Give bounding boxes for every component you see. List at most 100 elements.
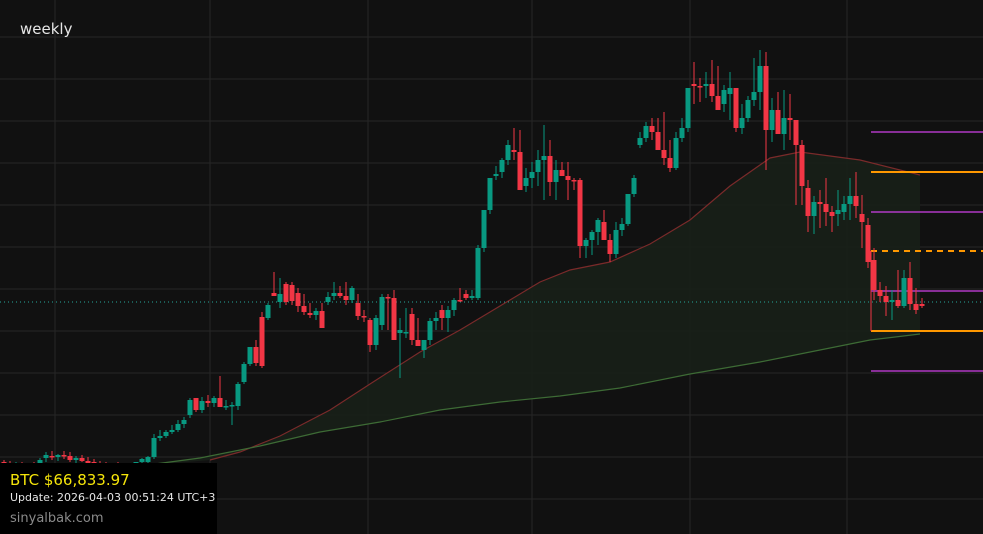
candle-body — [559, 170, 565, 176]
price-info-box: BTC $66,833.97 Update: 2026-04-03 00:51:… — [0, 463, 217, 534]
candle-body — [205, 401, 211, 403]
candle-body — [145, 457, 151, 462]
candle-body — [667, 158, 673, 168]
candle-body — [349, 288, 355, 300]
candle-body — [811, 202, 817, 216]
candle-body — [175, 424, 181, 430]
candle-body — [853, 196, 859, 206]
candle-body — [337, 293, 343, 296]
candle-body — [283, 284, 289, 302]
candle-body — [217, 398, 223, 407]
candle-body — [325, 297, 331, 302]
candle-body — [877, 290, 883, 296]
candle-body — [73, 458, 79, 460]
candle-body — [571, 180, 577, 182]
candle-body — [469, 296, 475, 298]
candle-body — [397, 330, 403, 333]
candle-body — [199, 401, 205, 410]
candle-body — [577, 180, 583, 246]
candle-body — [49, 456, 55, 458]
candle-body — [211, 398, 217, 403]
candle-body — [607, 240, 613, 254]
candle-body — [355, 303, 361, 316]
candle-body — [79, 458, 85, 461]
candle-body — [433, 318, 439, 321]
candle-body — [523, 178, 529, 186]
candle-body — [367, 320, 373, 345]
candle-body — [625, 194, 631, 224]
candle-body — [715, 96, 721, 110]
candle-body — [691, 84, 697, 86]
candle-body — [313, 311, 319, 315]
candle-body — [679, 128, 685, 138]
candle-body — [409, 314, 415, 340]
candle-body — [457, 300, 463, 302]
candle-body — [817, 202, 823, 204]
candle-body — [415, 340, 421, 346]
candle-body — [229, 405, 235, 407]
candle-body — [475, 248, 481, 298]
candle-body — [379, 297, 385, 325]
candle-body — [529, 172, 535, 178]
candle-body — [235, 384, 241, 406]
candle-body — [187, 400, 193, 415]
candle-body — [547, 156, 553, 182]
candle-body — [835, 210, 841, 214]
candle-body — [463, 294, 469, 298]
candle-body — [823, 204, 829, 212]
candle-body — [661, 150, 667, 158]
candle-body — [319, 311, 325, 328]
site-watermark: sinyalbak.com — [10, 511, 104, 526]
candle-body — [613, 230, 619, 254]
candle-body — [499, 160, 505, 172]
candle-body — [763, 66, 769, 130]
candle-body — [595, 220, 601, 232]
candle-body — [919, 304, 925, 306]
candle-body — [403, 332, 409, 334]
candle-body — [685, 88, 691, 128]
candle-body — [673, 138, 679, 168]
candle-body — [727, 88, 733, 94]
update-timestamp: Update: 2026-04-03 00:51:24 UTC+3 — [10, 491, 216, 504]
candle-body — [895, 300, 901, 306]
candle-body — [589, 232, 595, 240]
candle-body — [451, 300, 457, 310]
candle-body — [277, 294, 283, 302]
candle-body — [511, 150, 517, 152]
candle-body — [583, 240, 589, 246]
candle-body — [631, 178, 637, 194]
candle-body — [391, 298, 397, 340]
candle-body — [61, 455, 67, 457]
timeframe-label: weekly — [20, 20, 73, 38]
candle-body — [643, 126, 649, 138]
candle-body — [517, 152, 523, 190]
candle-body — [751, 92, 757, 100]
candle-body — [343, 296, 349, 300]
candle-body — [223, 406, 229, 408]
candle-body — [253, 347, 259, 363]
candle-body — [655, 132, 661, 150]
candle-body — [637, 138, 643, 145]
candle-body — [697, 86, 703, 88]
candle-body — [829, 212, 835, 216]
candle-body — [139, 459, 145, 462]
candle-body — [331, 293, 337, 296]
candle-body — [541, 156, 547, 160]
candle-body — [421, 340, 427, 350]
candle-body — [493, 174, 499, 176]
candle-body — [151, 438, 157, 457]
candle-body — [157, 436, 163, 438]
candle-body — [301, 306, 307, 312]
candle-body — [565, 176, 571, 180]
candle-body — [859, 214, 865, 222]
candle-body — [289, 285, 295, 301]
candle-body — [361, 316, 367, 318]
ma-band-fill — [140, 152, 920, 466]
candle-body — [841, 204, 847, 212]
candle-body — [307, 313, 313, 315]
candle-body — [601, 222, 607, 240]
candle-body — [55, 455, 61, 457]
candle-body — [781, 118, 787, 134]
candle-body — [373, 318, 379, 345]
